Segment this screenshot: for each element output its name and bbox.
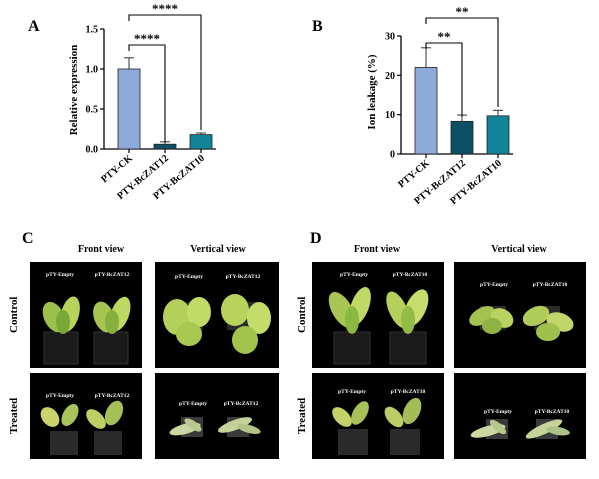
y-tick-label: 30 xyxy=(385,32,395,43)
photo-label: pTY-BcZAT10 xyxy=(390,389,426,395)
plant-photo-icon xyxy=(470,419,570,439)
chart-b: Ion leakage (%) 0102030PTY-CKPTY-BcZAT12… xyxy=(366,4,513,207)
panel-letter-a: A xyxy=(28,18,40,35)
plant-photo-icon xyxy=(40,400,124,455)
d-treated-front-photo: pTY-Empty pTY-BcZAT10 xyxy=(312,373,444,459)
c-control-vertical-photo: pTY-Empty pTY-BcZAT12 xyxy=(155,262,279,368)
photo-label: pTY-Empty xyxy=(46,272,74,278)
panel-letter-d: D xyxy=(310,230,322,247)
significance-bracket xyxy=(425,42,463,117)
chart-b-ylabel: Ion leakage (%) xyxy=(366,54,378,130)
plant-photo-icon xyxy=(332,397,422,455)
photo-label: pTY-Empty xyxy=(46,393,74,399)
significance-bracket xyxy=(425,17,499,107)
d-front-view-title: Front view xyxy=(353,244,401,255)
photo-label: pTY-Empty xyxy=(338,389,366,395)
d-control-front-photo: pTY-Empty pTY-BcZAT10 xyxy=(312,262,444,368)
chart-a-ylabel: Relative expression xyxy=(68,45,80,136)
c-control-front-photo: pTY-Empty pTY-BcZAT12 xyxy=(30,262,142,368)
photo-label: pTY-BcZAT12 xyxy=(94,272,130,278)
photo-label: pTY-BcZAT10 xyxy=(392,272,428,278)
photo-label: pTY-Empty xyxy=(340,272,368,278)
c-vertical-view-title: Vertical view xyxy=(190,244,246,255)
photo-label: pTY-BcZAT12 xyxy=(223,401,259,407)
plant-photo-icon xyxy=(469,305,574,341)
significance-bracket xyxy=(128,14,202,130)
photo-label: pTY-Empty xyxy=(179,401,207,407)
bar xyxy=(450,120,474,155)
plant-photo-icon xyxy=(42,296,131,365)
y-tick-label: 20 xyxy=(385,71,395,82)
photo-label: pTY-BcZAT12 xyxy=(225,274,261,280)
photo-label: pTY-BcZAT10 xyxy=(532,282,568,288)
significance-label: ** xyxy=(456,4,469,19)
c-treated-vertical-photo: pTY-Empty pTY-BcZAT12 xyxy=(155,373,279,459)
c-front-view-title: Front view xyxy=(77,244,125,255)
y-tick-label: 0.5 xyxy=(86,105,99,116)
photo-label: pTY-Empty xyxy=(175,274,203,280)
plant-photo-icon xyxy=(163,294,271,354)
y-tick-label: 1.5 xyxy=(86,25,99,36)
d-control-vertical-photo: pTY-Empty pTY-BcZAT10 xyxy=(454,262,586,368)
bar xyxy=(414,67,438,155)
panel-letter-c: C xyxy=(22,230,34,247)
significance-label: **** xyxy=(134,31,160,46)
significance-label: **** xyxy=(152,1,178,16)
c-control-label: Control xyxy=(8,296,20,334)
d-treated-vertical-photo: pTY-Empty pTY-BcZAT10 xyxy=(454,373,586,459)
photo-label: pTY-Empty xyxy=(484,409,512,415)
y-tick-label: 1.0 xyxy=(86,65,99,76)
panel-letter-b: B xyxy=(312,18,323,35)
d-vertical-view-title: Vertical view xyxy=(491,244,547,255)
c-treated-front-photo: pTY-Empty pTY-BcZAT12 xyxy=(30,373,142,459)
chart-a: Relative expression 0.00.51.01.5PTY-CKPT… xyxy=(68,1,216,202)
significance-label: ** xyxy=(438,29,451,44)
y-tick-label: 10 xyxy=(385,110,395,121)
bar xyxy=(189,134,213,150)
photo-label: pTY-BcZAT12 xyxy=(94,393,130,399)
photo-label: pTY-BcZAT10 xyxy=(534,409,570,415)
bar xyxy=(486,115,510,155)
photo-label: pTY-Empty xyxy=(480,282,508,288)
plant-photo-icon xyxy=(169,417,261,437)
c-treated-label: Treated xyxy=(8,397,20,435)
plant-photo-icon xyxy=(328,286,429,365)
significance-bracket xyxy=(128,44,166,143)
bar xyxy=(117,68,141,150)
y-tick-label: 0.0 xyxy=(86,145,99,156)
bar xyxy=(153,143,177,150)
d-control-label: Control xyxy=(296,296,308,334)
d-treated-label: Treated xyxy=(296,397,308,435)
y-tick-label: 0 xyxy=(390,150,395,161)
